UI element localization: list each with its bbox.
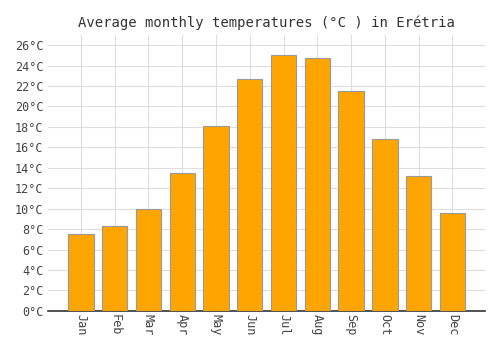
Bar [271, 55, 296, 311]
Bar [136, 209, 161, 311]
Bar [102, 226, 128, 311]
Bar [372, 139, 398, 311]
Bar [440, 213, 465, 311]
Bar [170, 173, 195, 311]
Bar [338, 91, 364, 311]
Bar [68, 234, 94, 311]
Bar [204, 126, 229, 311]
Bar [406, 176, 431, 311]
Bar [304, 58, 330, 311]
Bar [237, 79, 262, 311]
Title: Average monthly temperatures (°C ) in Erétria: Average monthly temperatures (°C ) in Er… [78, 15, 455, 29]
